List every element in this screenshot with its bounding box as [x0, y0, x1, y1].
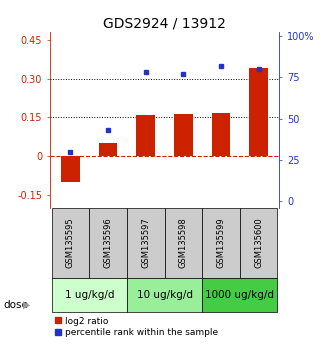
Bar [202, 208, 240, 278]
Text: GSM135596: GSM135596 [104, 218, 113, 268]
Text: GSM135595: GSM135595 [66, 218, 75, 268]
Bar [127, 278, 202, 312]
Bar [174, 114, 193, 156]
Text: dose: dose [3, 300, 28, 310]
Legend: log2 ratio, percentile rank within the sample: log2 ratio, percentile rank within the s… [54, 317, 218, 337]
Bar [249, 68, 268, 156]
Bar [164, 208, 202, 278]
Bar [99, 143, 117, 156]
Bar [89, 208, 127, 278]
Text: GSM135598: GSM135598 [179, 218, 188, 268]
Text: 10 ug/kg/d: 10 ug/kg/d [136, 290, 193, 300]
Bar [52, 278, 127, 312]
Text: GSM135600: GSM135600 [254, 218, 263, 268]
Bar [127, 208, 164, 278]
Bar [240, 208, 277, 278]
Text: 1 ug/kg/d: 1 ug/kg/d [65, 290, 114, 300]
Text: 1000 ug/kg/d: 1000 ug/kg/d [205, 290, 274, 300]
Text: GSM135599: GSM135599 [216, 218, 225, 268]
Bar [136, 115, 155, 156]
Text: GSM135597: GSM135597 [141, 218, 150, 268]
Text: ▶: ▶ [23, 300, 30, 310]
Bar [61, 156, 80, 182]
Bar [212, 113, 230, 156]
Bar [202, 278, 277, 312]
Title: GDS2924 / 13912: GDS2924 / 13912 [103, 17, 226, 31]
Bar [52, 208, 89, 278]
